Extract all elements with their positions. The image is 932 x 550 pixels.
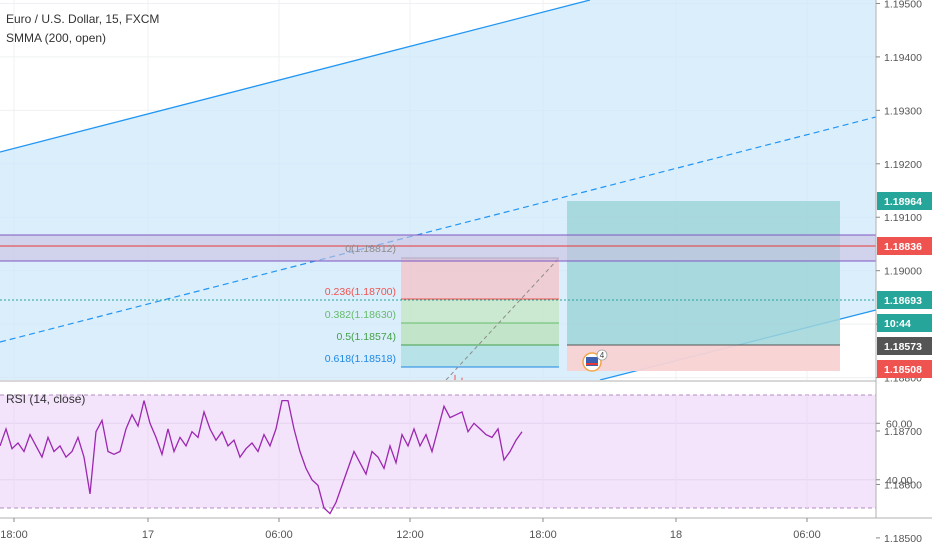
candle[interactable] xyxy=(355,538,360,543)
time-axis[interactable]: 18:00 17 06:00 12:00 18:00 18 06:00 xyxy=(0,517,932,541)
price-badge xyxy=(877,291,932,309)
price-badge-label: 10:44 xyxy=(884,318,911,330)
candle[interactable] xyxy=(348,543,353,548)
price-badge-label: 1.18836 xyxy=(884,241,922,253)
candle[interactable] xyxy=(383,543,388,548)
fib-label-500: 0.5(1.18574) xyxy=(336,331,396,343)
price-badge-label: 1.18964 xyxy=(884,196,922,208)
rsi-axis[interactable]: 60.00 40.00 xyxy=(876,418,912,487)
channel-upper-line[interactable] xyxy=(0,0,591,153)
stop-zone[interactable] xyxy=(567,345,840,371)
price-tick-label: 1.19100 xyxy=(884,212,922,224)
price-tick-label: 1.19300 xyxy=(884,105,922,117)
fib-label-382: 0.382(1.18630) xyxy=(325,309,396,321)
price-badge xyxy=(877,192,932,210)
price-pane[interactable]: 0(1.18812) 0.236(1.18700) 0.382(1.18630)… xyxy=(0,0,876,550)
price-badge xyxy=(877,337,932,355)
us-flag-icon xyxy=(586,357,598,366)
fib-label-236: 0.236(1.18700) xyxy=(325,286,396,298)
price-badge-label: 1.18693 xyxy=(884,295,922,307)
fib-zone-382 xyxy=(401,299,559,323)
fib-label-0: 0(1.18812) xyxy=(345,243,396,255)
target-zone[interactable] xyxy=(567,201,840,345)
symbol-title: Euro / U.S. Dollar, 15, FXCM xyxy=(6,12,159,26)
resistance-band xyxy=(0,235,876,261)
price-tick-label: 1.19500 xyxy=(884,0,922,10)
rsi-title: RSI (14, close) xyxy=(6,392,85,406)
rsi-tick-label: 40.00 xyxy=(886,475,912,487)
fib-zone-618 xyxy=(401,345,559,367)
fib-label-618: 0.618(1.18518) xyxy=(325,353,396,365)
fib-zone-500 xyxy=(401,323,559,345)
candle[interactable] xyxy=(411,517,416,522)
price-tick-label: 1.19400 xyxy=(884,52,922,64)
price-badge xyxy=(877,360,932,378)
price-tick-label: 1.18600 xyxy=(884,479,922,491)
time-tick-label: 17 xyxy=(142,529,154,541)
candle[interactable] xyxy=(362,538,367,549)
time-tick-label: 18 xyxy=(670,529,682,541)
price-badge xyxy=(877,237,932,255)
candle[interactable] xyxy=(257,506,262,527)
price-badge xyxy=(877,314,932,332)
indicator-title: SMMA (200, open) xyxy=(6,31,106,45)
candle[interactable] xyxy=(187,538,192,543)
rsi-band-fill xyxy=(0,395,876,508)
price-badge-label: 1.18573 xyxy=(884,341,922,353)
candle[interactable] xyxy=(376,538,381,543)
channel-mid-line[interactable] xyxy=(0,116,876,343)
time-tick-label: 12:00 xyxy=(396,529,424,541)
candle[interactable] xyxy=(130,541,135,549)
candle[interactable] xyxy=(137,541,142,549)
price-tick-label: 1.19200 xyxy=(884,159,922,171)
economic-event-marker[interactable]: 4 xyxy=(582,349,608,372)
rsi-tick-label: 60.00 xyxy=(886,418,912,430)
time-tick-label: 18:00 xyxy=(0,529,28,541)
candle[interactable] xyxy=(313,527,318,543)
time-tick-label: 06:00 xyxy=(793,529,821,541)
event-count: 4 xyxy=(600,351,605,360)
price-tick-label: 1.18700 xyxy=(884,426,922,438)
time-tick-label: 06:00 xyxy=(265,529,293,541)
price-badge-label: 1.18508 xyxy=(884,364,922,376)
price-tick-label: 1.18500 xyxy=(884,533,922,545)
candle[interactable] xyxy=(320,543,325,548)
price-tick-label: 1.19000 xyxy=(884,266,922,278)
candle[interactable] xyxy=(369,538,374,549)
fib-zone-top xyxy=(401,258,559,299)
rsi-line[interactable] xyxy=(0,399,523,515)
time-tick-label: 18:00 xyxy=(529,529,557,541)
price-axis[interactable]: 1.19500 1.19400 1.19300 1.19200 1.19100 1.190… xyxy=(875,0,932,545)
rsi-pane[interactable]: RSI (14, close) xyxy=(0,392,876,515)
